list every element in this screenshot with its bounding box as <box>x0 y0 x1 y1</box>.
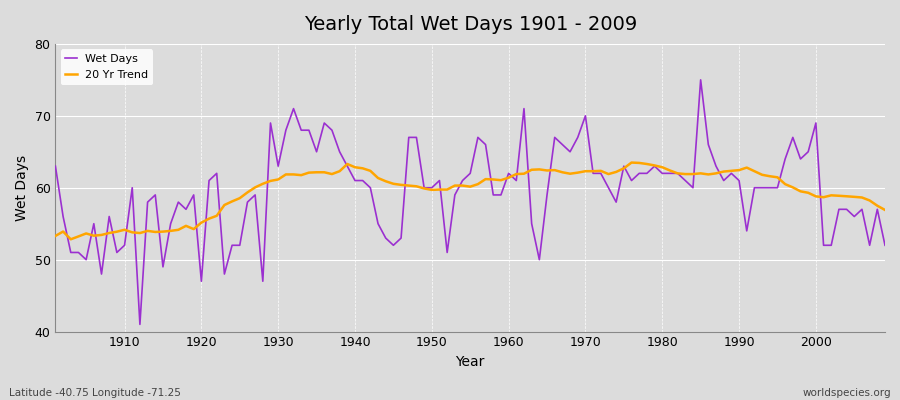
Text: Latitude -40.75 Longitude -71.25: Latitude -40.75 Longitude -71.25 <box>9 388 181 398</box>
Wet Days <box>511 178 522 183</box>
20 Yr Trend <box>503 175 514 180</box>
X-axis label: Year: Year <box>455 355 485 369</box>
20 Yr Trend <box>50 234 61 238</box>
Wet Days <box>503 171 514 176</box>
Wet Days <box>879 243 890 248</box>
20 Yr Trend <box>879 208 890 212</box>
20 Yr Trend <box>603 172 614 176</box>
Title: Yearly Total Wet Days 1901 - 2009: Yearly Total Wet Days 1901 - 2009 <box>303 15 637 34</box>
Wet Days <box>334 149 345 154</box>
Wet Days <box>288 106 299 111</box>
Wet Days <box>50 164 61 168</box>
Y-axis label: Wet Days: Wet Days <box>15 155 29 221</box>
Text: worldspecies.org: worldspecies.org <box>803 388 891 398</box>
20 Yr Trend <box>119 227 130 232</box>
Wet Days <box>112 250 122 255</box>
Line: Wet Days: Wet Days <box>56 80 885 324</box>
Wet Days <box>134 322 145 327</box>
Legend: Wet Days, 20 Yr Trend: Wet Days, 20 Yr Trend <box>61 50 153 85</box>
20 Yr Trend <box>334 169 345 174</box>
20 Yr Trend <box>626 160 637 165</box>
20 Yr Trend <box>288 172 299 177</box>
20 Yr Trend <box>511 172 522 176</box>
Wet Days <box>603 185 614 190</box>
Wet Days <box>695 78 706 82</box>
20 Yr Trend <box>66 237 77 242</box>
Line: 20 Yr Trend: 20 Yr Trend <box>56 162 885 239</box>
